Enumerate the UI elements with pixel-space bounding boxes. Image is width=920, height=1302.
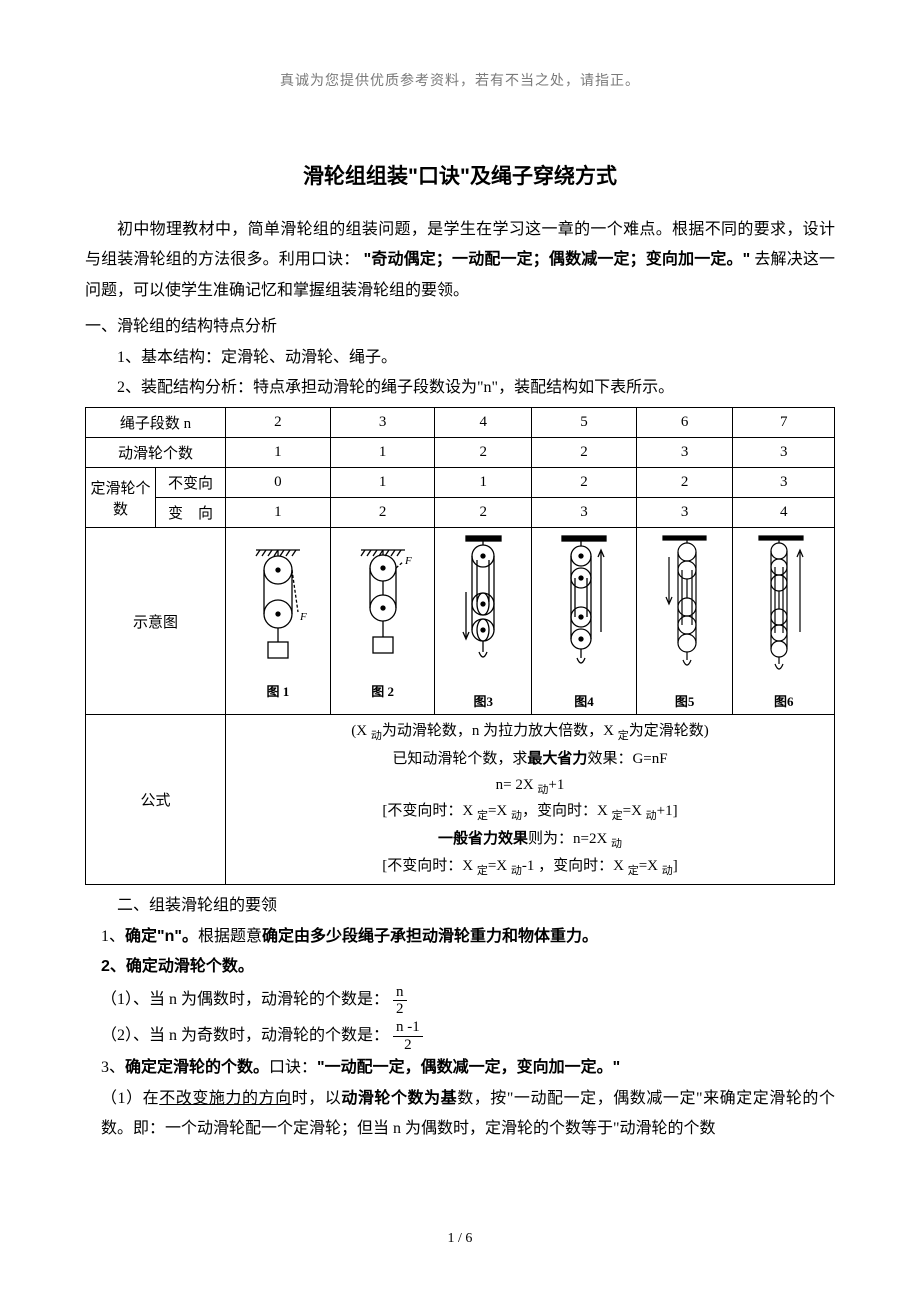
cell: 1 — [226, 498, 331, 528]
denominator: 2 — [393, 1001, 407, 1018]
text: 3、 — [101, 1059, 125, 1076]
cell: 1 — [330, 438, 435, 468]
text: 1、 — [101, 928, 125, 945]
diagram-label: 图5 — [639, 691, 731, 710]
cell: 2 — [435, 438, 532, 468]
diagram-cell-3: 图3 — [435, 528, 532, 715]
row-sublabel: 变 向 — [156, 498, 226, 528]
cell: 3 — [733, 438, 835, 468]
section-2-head: 二、组装滑轮组的要领 — [117, 891, 835, 921]
pulley-diagram-icon: F — [353, 542, 413, 677]
text: 确定"n"。 — [125, 928, 198, 945]
diagram-cell-5: 图5 — [636, 528, 733, 715]
sec2-point-1: 1、确定"n"。根据题意确定由多少段绳子承担动滑轮重力和物体重力。 — [101, 922, 835, 952]
intro-paragraph: 初中物理教材中，简单滑轮组的组装问题，是学生在学习这一章的一个难点。根据不同的要… — [85, 215, 835, 306]
text: 根据题意 — [198, 928, 262, 945]
table-row: 绳子段数 n 2 3 4 5 6 7 — [86, 408, 835, 438]
sec2-point-2-2: （2）、当 n 为奇数时，动滑轮的个数是： n -12 — [101, 1018, 835, 1053]
cell: 1 — [435, 468, 532, 498]
cell: 2 — [636, 468, 733, 498]
table-row-formula: 公式 (X 动为动滑轮数，n 为拉力放大倍数，X 定为定滑轮数) 已知动滑轮个数… — [86, 715, 835, 885]
cell: 2 — [435, 498, 532, 528]
sec2-point-3: 3、确定定滑轮的个数。口诀："一动配一定，偶数减一定，变向加一定。" — [101, 1053, 835, 1083]
cell: 3 — [636, 498, 733, 528]
page-footer: 1 / 6 — [0, 1231, 920, 1247]
pulley-table: 绳子段数 n 2 3 4 5 6 7 动滑轮个数 1 1 2 2 3 3 定滑轮… — [85, 407, 835, 885]
text: （1）、当 n 为偶数时，动滑轮的个数是： — [101, 991, 389, 1008]
cell: 2 — [226, 408, 331, 438]
diagram-cell-2: F 图 2 — [330, 528, 435, 715]
pulley-diagram-icon: F — [248, 542, 308, 677]
section-1-point-1: 1、基本结构：定滑轮、动滑轮、绳子。 — [117, 343, 835, 373]
cell: 7 — [733, 408, 835, 438]
svg-text:F: F — [404, 555, 412, 567]
section-1-head: 一、滑轮组的结构特点分析 — [85, 312, 835, 342]
text: 口诀： — [269, 1059, 317, 1076]
header-note: 真诚为您提供优质参考资料，若有不当之处，请指正。 — [85, 70, 835, 90]
sec2-point-2-1: （1）、当 n 为偶数时，动滑轮的个数是： n2 — [101, 982, 835, 1017]
text: （1）在 — [101, 1090, 159, 1107]
diagram-cell-6: 图6 — [733, 528, 835, 715]
section-1-point-2: 2、装配结构分析：特点承担动滑轮的绳子段数设为"n"，装配结构如下表所示。 — [117, 373, 835, 403]
diagram-label: 图 2 — [333, 681, 433, 700]
sec2-point-2: 2、确定动滑轮个数。 — [101, 952, 835, 982]
pulley-diagram-icon — [657, 532, 712, 687]
numerator: n -1 — [393, 1019, 423, 1037]
fraction: n2 — [393, 984, 407, 1018]
cell: 2 — [532, 468, 637, 498]
row-label: 定滑轮个数 — [86, 468, 156, 528]
intro-mnemonic: "奇动偶定；一动配一定；偶数减一定；变向加一定。" — [364, 251, 751, 268]
cell: 3 — [330, 408, 435, 438]
cell: 6 — [636, 408, 733, 438]
diagram-label: 图3 — [437, 691, 529, 710]
diagram-label: 图 1 — [228, 681, 328, 700]
diagram-cell-1: F 图 1 — [226, 528, 331, 715]
table-row: 变 向 1 2 2 3 3 4 — [86, 498, 835, 528]
table-row: 定滑轮个数 不变向 0 1 1 2 2 3 — [86, 468, 835, 498]
text: 时，以 — [292, 1090, 342, 1107]
row-sublabel: 不变向 — [156, 468, 226, 498]
cell: 5 — [532, 408, 637, 438]
text: 不改变施力的方向 — [159, 1090, 291, 1107]
row-label: 绳子段数 n — [86, 408, 226, 438]
cell: 3 — [733, 468, 835, 498]
formula-cell: (X 动为动滑轮数，n 为拉力放大倍数，X 定为定滑轮数) 已知动滑轮个数，求最… — [226, 715, 835, 885]
text: 动滑轮个数为基 — [341, 1090, 457, 1107]
pulley-diagram-icon — [456, 532, 511, 687]
diagram-cell-4: 图4 — [532, 528, 637, 715]
fraction: n -12 — [393, 1019, 423, 1053]
page-title: 滑轮组组装"口诀"及绳子穿绕方式 — [85, 160, 835, 190]
cell: 3 — [636, 438, 733, 468]
row-label: 动滑轮个数 — [86, 438, 226, 468]
cell: 0 — [226, 468, 331, 498]
cell: 3 — [532, 498, 637, 528]
svg-text:F: F — [299, 611, 307, 623]
text: 确定定滑轮的个数。 — [125, 1059, 269, 1076]
text: 确定由多少段绳子承担动滑轮重力和物体重力。 — [262, 928, 598, 945]
text: （2）、当 n 为奇数时，动滑轮的个数是： — [101, 1027, 389, 1044]
text: "一动配一定，偶数减一定，变向加一定。" — [317, 1059, 620, 1076]
diagram-label: 图6 — [735, 691, 832, 710]
pulley-diagram-icon — [755, 532, 813, 687]
cell: 1 — [330, 468, 435, 498]
row-label: 公式 — [86, 715, 226, 885]
cell: 2 — [330, 498, 435, 528]
pulley-diagram-icon — [554, 532, 614, 687]
diagram-label: 图4 — [534, 691, 634, 710]
cell: 1 — [226, 438, 331, 468]
cell: 4 — [733, 498, 835, 528]
denominator: 2 — [393, 1037, 423, 1054]
table-row-diagrams: 示意图 F 图 1 — [86, 528, 835, 715]
sec2-point-4: （1）在不改变施力的方向时，以动滑轮个数为基数，按"一动配一定，偶数减一定"来确… — [101, 1084, 835, 1145]
table-row: 动滑轮个数 1 1 2 2 3 3 — [86, 438, 835, 468]
numerator: n — [393, 984, 407, 1002]
cell: 2 — [532, 438, 637, 468]
row-label: 示意图 — [86, 528, 226, 715]
cell: 4 — [435, 408, 532, 438]
